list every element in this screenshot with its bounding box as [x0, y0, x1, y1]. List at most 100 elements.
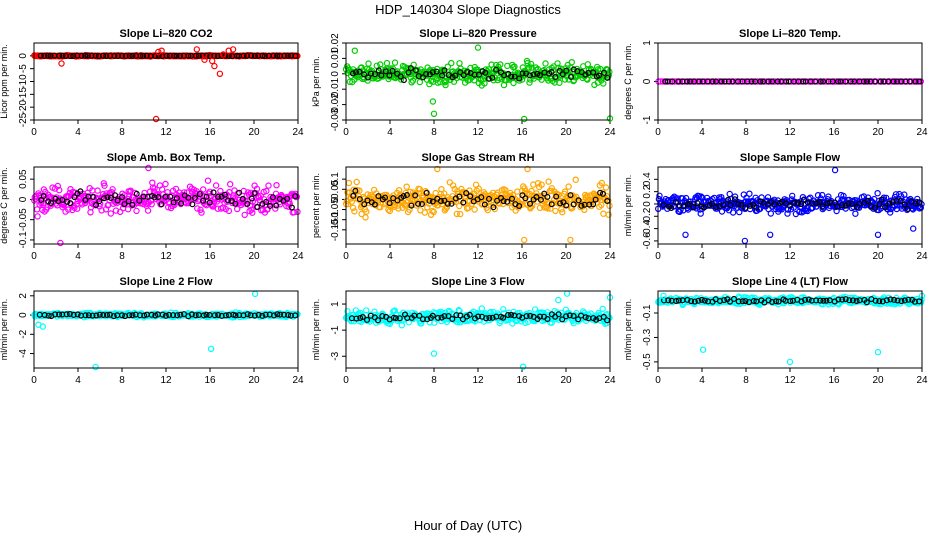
x-tick-label: 20	[248, 375, 260, 386]
data-point	[528, 187, 535, 195]
data-point-recent	[415, 200, 422, 207]
data-point-recent	[389, 67, 396, 74]
data-point-recent	[101, 195, 108, 202]
data-point	[356, 187, 363, 194]
plot-frame	[345, 290, 611, 369]
data-point-recent	[375, 67, 382, 74]
data-point-recent	[251, 190, 258, 197]
x-tick-label: 20	[872, 375, 884, 386]
data-point-outlier	[430, 350, 438, 357]
y-axis-label: ml/min per min.	[311, 299, 321, 361]
panel-title: Slope Amb. Box Temp.	[107, 152, 226, 164]
data-point-recent	[244, 200, 251, 207]
data-point	[528, 64, 535, 71]
data-point-recent	[721, 78, 728, 85]
x-tick-label: 4	[387, 127, 393, 138]
data-point-recent	[261, 53, 268, 60]
data-point-recent	[441, 197, 448, 204]
panel-title: Slope Li–820 CO2	[120, 28, 213, 40]
data-point-recent	[140, 193, 147, 200]
data-point-recent	[563, 67, 570, 74]
data-point	[210, 198, 218, 205]
data-point-recent	[847, 78, 854, 85]
plot-frame	[33, 42, 299, 121]
data-point-recent	[825, 78, 832, 85]
y-tick-label: -25	[18, 112, 29, 127]
data-point-recent	[485, 75, 492, 82]
y-tick-label: -0.02	[330, 93, 341, 116]
x-tick-label: 24	[916, 251, 928, 262]
y-tick-label: -3	[330, 351, 341, 360]
data-point	[600, 80, 607, 87]
data-point-outlier	[39, 323, 47, 330]
data-point-recent	[133, 190, 140, 197]
data-point	[813, 78, 821, 85]
data-point-recent	[597, 189, 604, 196]
data-point-recent	[386, 72, 393, 79]
data-point-recent	[218, 52, 225, 59]
data-point-recent	[548, 201, 555, 208]
y-tick-label: 0.05	[330, 179, 341, 199]
data-point	[449, 182, 457, 189]
data-point-recent	[118, 194, 125, 201]
data-point-outlier	[519, 363, 527, 370]
data-point-recent	[92, 52, 99, 59]
data-point	[561, 76, 569, 83]
data-point	[718, 193, 725, 201]
data-point	[718, 208, 726, 215]
data-point-recent	[284, 52, 291, 59]
data-point-recent	[709, 78, 716, 85]
data-point	[94, 187, 101, 194]
data-point-recent	[211, 52, 218, 59]
panel-title: Slope Gas Stream RH	[421, 152, 534, 164]
data-point-recent	[526, 200, 533, 207]
x-tick-label: 4	[699, 251, 705, 262]
data-point	[34, 213, 41, 220]
data-point-recent	[541, 190, 548, 197]
y-tick-label: 0	[330, 71, 341, 77]
data-point-recent	[592, 196, 599, 203]
panel-4: Slope Amb. Box Temp. degrees C per min. 0.…	[0, 152, 304, 262]
data-point-recent	[284, 195, 291, 202]
y-tick-label: -0.3	[642, 328, 653, 346]
data-point-recent	[872, 78, 879, 85]
data-point-recent	[84, 52, 91, 59]
plot-frame	[345, 166, 611, 245]
data-point-recent	[114, 197, 121, 204]
data-point-recent	[452, 72, 459, 79]
data-points	[655, 292, 926, 366]
data-point-recent	[600, 69, 607, 76]
y-axis-label: Licor ppm per min.	[0, 44, 9, 119]
data-point	[56, 186, 63, 194]
data-point-recent	[559, 71, 566, 78]
y-tick-label: 0.1	[330, 172, 341, 186]
data-point-recent	[662, 78, 669, 85]
data-point	[226, 180, 234, 188]
panel-8: Slope Line 3 Flow ml/min per min. 1 -1 -3 0 4 8…	[311, 276, 616, 386]
y-tick-label: 1	[642, 40, 653, 46]
x-tick-label: 16	[828, 251, 840, 262]
data-point-outlier	[874, 348, 882, 356]
data-point-outlier	[429, 98, 437, 105]
data-point-recent	[126, 52, 133, 59]
y-tick-label: -15	[18, 87, 29, 102]
data-point-recent	[107, 195, 114, 202]
data-point-recent	[56, 52, 63, 59]
data-point	[758, 194, 765, 201]
data-point-recent	[429, 198, 436, 205]
data-point	[605, 211, 612, 218]
data-point-outlier	[152, 115, 160, 123]
data-point-recent	[400, 77, 407, 84]
data-point-outlier	[434, 165, 441, 173]
data-point-recent	[155, 52, 162, 59]
data-point	[479, 76, 487, 83]
data-point-recent	[281, 52, 288, 59]
data-point	[669, 194, 677, 202]
data-point-recent	[224, 197, 231, 204]
data-point-recent	[683, 78, 690, 85]
x-tick-label: 24	[292, 251, 304, 262]
x-tick-label: 12	[160, 251, 172, 262]
data-point-recent	[103, 52, 110, 59]
data-point-recent	[178, 200, 185, 207]
